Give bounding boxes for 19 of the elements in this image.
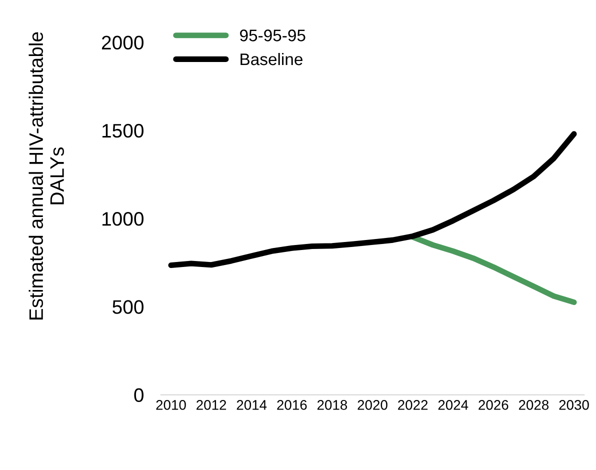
x-tick-label: 2020	[358, 400, 388, 410]
x-tick-label: 2014	[236, 400, 267, 410]
x-tick-label: 2028	[518, 400, 549, 410]
y-tick-label: 500	[112, 300, 144, 314]
y-tick-label: 0	[134, 388, 144, 402]
legend-label: Baseline	[240, 52, 302, 66]
x-tick-label: 2012	[196, 400, 226, 410]
legend-label: 95-95-95	[240, 30, 306, 42]
x-tick-label: 2026	[478, 400, 508, 410]
y-tick-label: 1500	[102, 124, 144, 138]
x-tick-label: 2030	[559, 400, 589, 410]
y-axis-title: Estimated annual HIV-attributable DALYs	[28, 32, 64, 320]
x-tick-label: 2018	[317, 400, 348, 410]
x-tick-label: 2016	[277, 400, 307, 410]
x-tick-label: 2024	[438, 400, 468, 410]
x-tick-label: 2010	[156, 400, 186, 410]
y-tick-label: 2000	[102, 36, 144, 50]
y-tick-label: 1000	[102, 212, 144, 226]
x-tick-label: 2022	[398, 400, 428, 410]
